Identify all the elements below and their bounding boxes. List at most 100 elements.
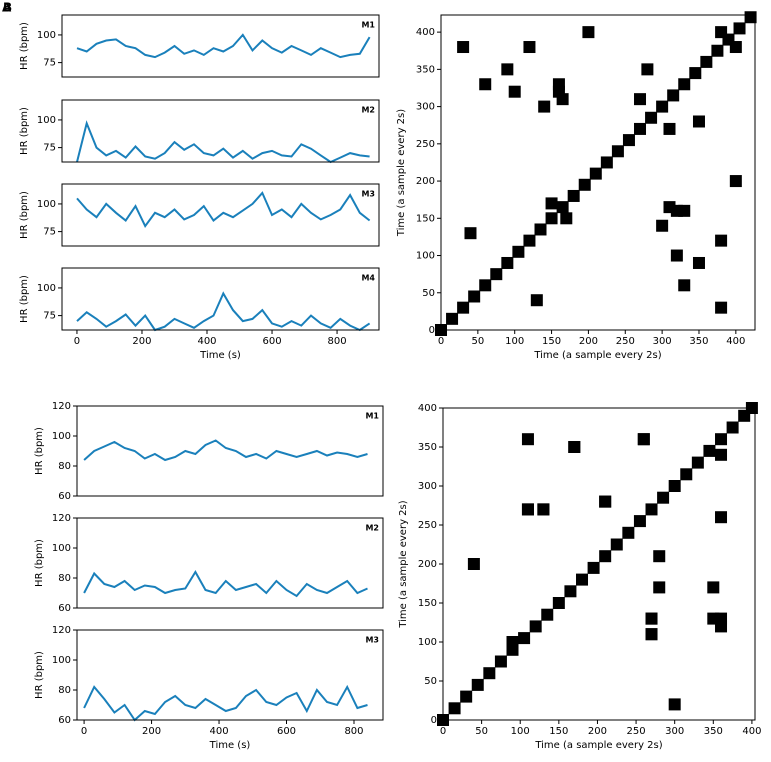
recurrence-point xyxy=(641,63,654,76)
y-tick-label: 400 xyxy=(418,403,437,414)
recurrence-point xyxy=(653,581,666,594)
y-tick-label: 100 xyxy=(418,637,437,648)
panel-label: B xyxy=(3,1,12,15)
recurrence-point xyxy=(715,26,728,39)
y-tick-label: 150 xyxy=(416,213,435,224)
recurrence-point xyxy=(567,189,580,202)
recurrence-point xyxy=(733,22,746,35)
x-tick-label: 400 xyxy=(742,726,761,737)
y-tick-label: 100 xyxy=(52,543,71,554)
x-tick-label: 350 xyxy=(704,726,723,737)
recurrence-point xyxy=(611,145,624,158)
x-tick-label: 400 xyxy=(726,336,745,347)
recurrence-point xyxy=(564,585,577,598)
recurrence-point xyxy=(582,26,595,39)
x-tick-label: 400 xyxy=(197,336,216,347)
recurrence-point xyxy=(545,197,558,210)
recurrence-point xyxy=(512,245,525,258)
recurrence-point xyxy=(599,495,612,508)
recurrence-point xyxy=(530,294,543,307)
recurrence-point xyxy=(645,111,658,124)
y-tick-label: 75 xyxy=(43,311,56,322)
y-tick-label: 200 xyxy=(418,559,437,570)
recurrence-point xyxy=(508,85,521,98)
recurrence-point xyxy=(464,227,477,240)
y-tick-label: 250 xyxy=(416,139,435,150)
recurrence-point xyxy=(552,78,565,91)
plot-frame xyxy=(440,14,756,331)
recurrence-point xyxy=(680,468,693,481)
recurrence-point xyxy=(521,503,534,516)
hr-line xyxy=(83,439,368,462)
recurrence-point xyxy=(610,538,623,551)
y-tick-label: 80 xyxy=(58,573,71,584)
series-label: M2 xyxy=(361,106,375,115)
recurrence-point xyxy=(645,612,658,625)
y-tick-label: 60 xyxy=(58,603,71,614)
recurrence-point xyxy=(668,698,681,711)
y-tick-label: 120 xyxy=(52,513,71,524)
y-tick-label: 50 xyxy=(424,676,437,687)
recurrence-point xyxy=(518,632,531,645)
plot-frame xyxy=(76,405,384,497)
recurrence-point xyxy=(501,63,514,76)
recurrence-point xyxy=(457,301,470,314)
recurrence-point xyxy=(670,249,683,262)
y-axis-label: HR (bpm) xyxy=(19,22,30,70)
recurrence-point xyxy=(678,204,691,217)
y-tick-label: 120 xyxy=(52,625,71,636)
recurrence-point xyxy=(691,456,704,469)
recurrence-point xyxy=(589,167,602,180)
recurrence-point xyxy=(599,550,612,563)
recurrence-point xyxy=(457,41,470,54)
y-axis-label: Time (a sample every 2s) xyxy=(398,500,409,628)
recurrence-point xyxy=(726,421,739,434)
x-tick-label: 0 xyxy=(81,726,87,737)
x-axis-label: Time (a sample every 2s) xyxy=(533,350,661,361)
plot-frame xyxy=(61,183,380,247)
x-tick-label: 600 xyxy=(262,336,281,347)
y-tick-label: 0 xyxy=(431,715,437,726)
recurrence-point xyxy=(637,433,650,446)
recurrence-point xyxy=(490,268,503,281)
recurrence-point xyxy=(656,100,669,113)
recurrence-point xyxy=(446,312,459,325)
recurrence-point xyxy=(587,561,600,574)
recurrence-point xyxy=(634,93,647,106)
recurrence-point xyxy=(715,301,728,314)
recurrence-point xyxy=(656,219,669,232)
recurrence-point xyxy=(689,67,702,80)
recurrence-point xyxy=(668,480,681,492)
plot-frame xyxy=(61,99,380,163)
y-tick-label: 50 xyxy=(422,288,435,299)
x-tick-label: 150 xyxy=(542,336,561,347)
x-tick-label: 300 xyxy=(653,336,672,347)
series-label: M3 xyxy=(361,190,375,199)
recurrence-point xyxy=(576,573,589,586)
x-tick-label: 100 xyxy=(511,726,530,737)
recurrence-point xyxy=(537,503,550,516)
recurrence-point xyxy=(715,511,728,524)
recurrence-point xyxy=(663,201,676,214)
x-tick-label: 250 xyxy=(616,336,635,347)
plot-frame xyxy=(442,407,756,721)
hr-line xyxy=(83,570,368,598)
recurrence-point xyxy=(678,78,691,91)
panel-label: A xyxy=(2,1,12,15)
y-tick-label: 200 xyxy=(416,176,435,187)
x-tick-label: 800 xyxy=(328,336,347,347)
recurrence-point xyxy=(479,279,492,292)
y-tick-label: 75 xyxy=(43,143,56,154)
x-tick-label: 200 xyxy=(132,336,151,347)
hr-line xyxy=(76,120,370,164)
y-tick-label: 250 xyxy=(418,520,437,531)
y-tick-label: 300 xyxy=(416,102,435,113)
recurrence-point xyxy=(653,550,666,563)
y-tick-label: 100 xyxy=(37,199,56,210)
recurrence-point xyxy=(552,597,565,609)
recurrence-point xyxy=(578,178,591,191)
y-tick-label: 100 xyxy=(37,115,56,126)
recurrence-point xyxy=(501,256,514,269)
x-tick-label: 0 xyxy=(438,336,444,347)
